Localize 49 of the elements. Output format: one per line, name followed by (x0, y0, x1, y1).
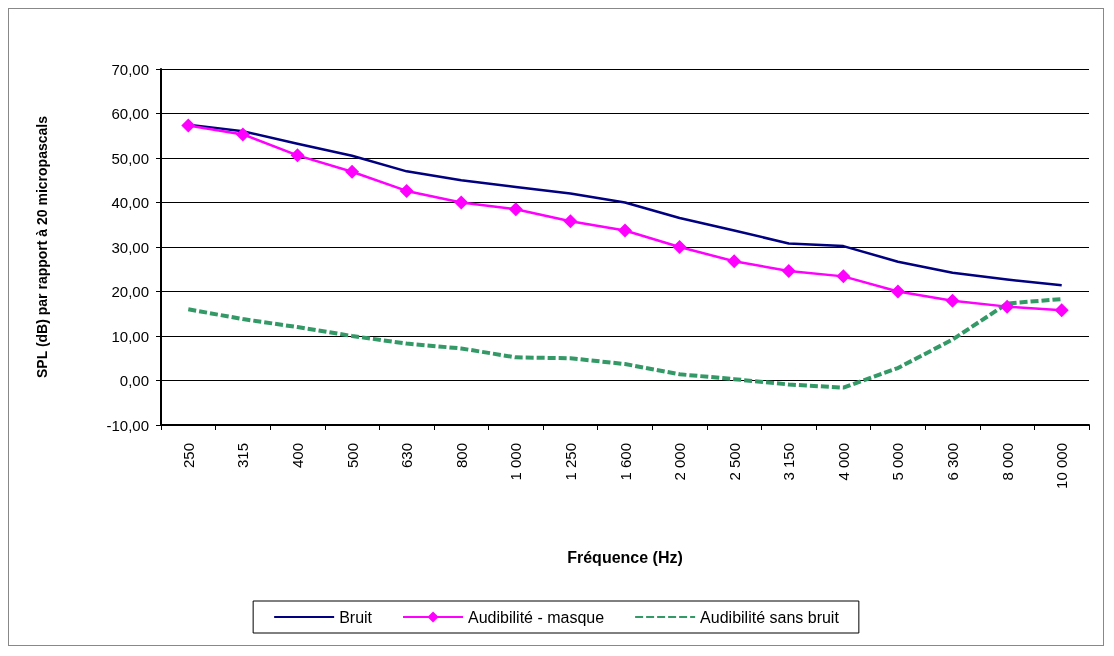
point (1000, 299, 1015, 314)
x-tick-label: 8 000 (998, 443, 1016, 481)
point (672, 240, 687, 254)
x-tick-label: 630 (398, 443, 416, 469)
point (836, 269, 851, 284)
legend-label: Audibilité - masque (468, 608, 605, 626)
x-tick-label: 400 (288, 443, 306, 469)
y-tick-label: 50,00 (111, 149, 149, 167)
point (345, 164, 360, 179)
point (399, 183, 414, 198)
point (563, 214, 578, 229)
point (727, 254, 742, 269)
x-tick-label: 2 000 (671, 443, 689, 481)
point (235, 127, 250, 142)
x-tick-label: 500 (343, 443, 361, 469)
y-tick-label: -10,00 (106, 416, 149, 434)
point (290, 148, 305, 163)
point (181, 118, 196, 133)
point (618, 223, 632, 238)
x-tick-label: 1 000 (507, 443, 525, 481)
y-tick-label: 10,00 (111, 327, 149, 345)
x-tick-label: 4 000 (834, 443, 852, 481)
x-tick-label: 1 250 (561, 443, 579, 481)
point (890, 284, 905, 299)
y-tick-label: 0,00 (119, 372, 149, 389)
y-tick-label: 60,00 (111, 105, 149, 122)
legend-label: Audibilité sans bruit (700, 608, 840, 626)
x-tick-label: 6 300 (944, 443, 962, 481)
point (945, 293, 960, 308)
y-tick-label: 20,00 (111, 283, 149, 300)
x-tick-label: 250 (179, 443, 197, 469)
x-tick-label: 2 500 (725, 443, 743, 481)
x-axis-title: Fréquence (Hz) (567, 548, 683, 566)
legend-label: Bruit (339, 608, 373, 626)
point (781, 264, 796, 279)
point (1054, 303, 1069, 318)
y-tick-label: 70,00 (111, 60, 149, 78)
line-series (186, 297, 1064, 390)
y-tick-label: 30,00 (111, 238, 149, 256)
point (508, 202, 523, 217)
x-tick-label: 800 (452, 443, 470, 469)
point (454, 195, 469, 210)
x-tick-label: 315 (234, 443, 252, 469)
x-tick-label: 10 000 (1053, 443, 1071, 489)
x-tick-label: 1 600 (616, 443, 634, 481)
x-tick-label: 5 000 (889, 443, 907, 481)
y-tick-label: 40,00 (111, 194, 149, 211)
x-tick-label: 3 150 (780, 443, 798, 481)
y-axis-title: SPL (dB) par rapport à 20 micropascals (34, 115, 50, 378)
